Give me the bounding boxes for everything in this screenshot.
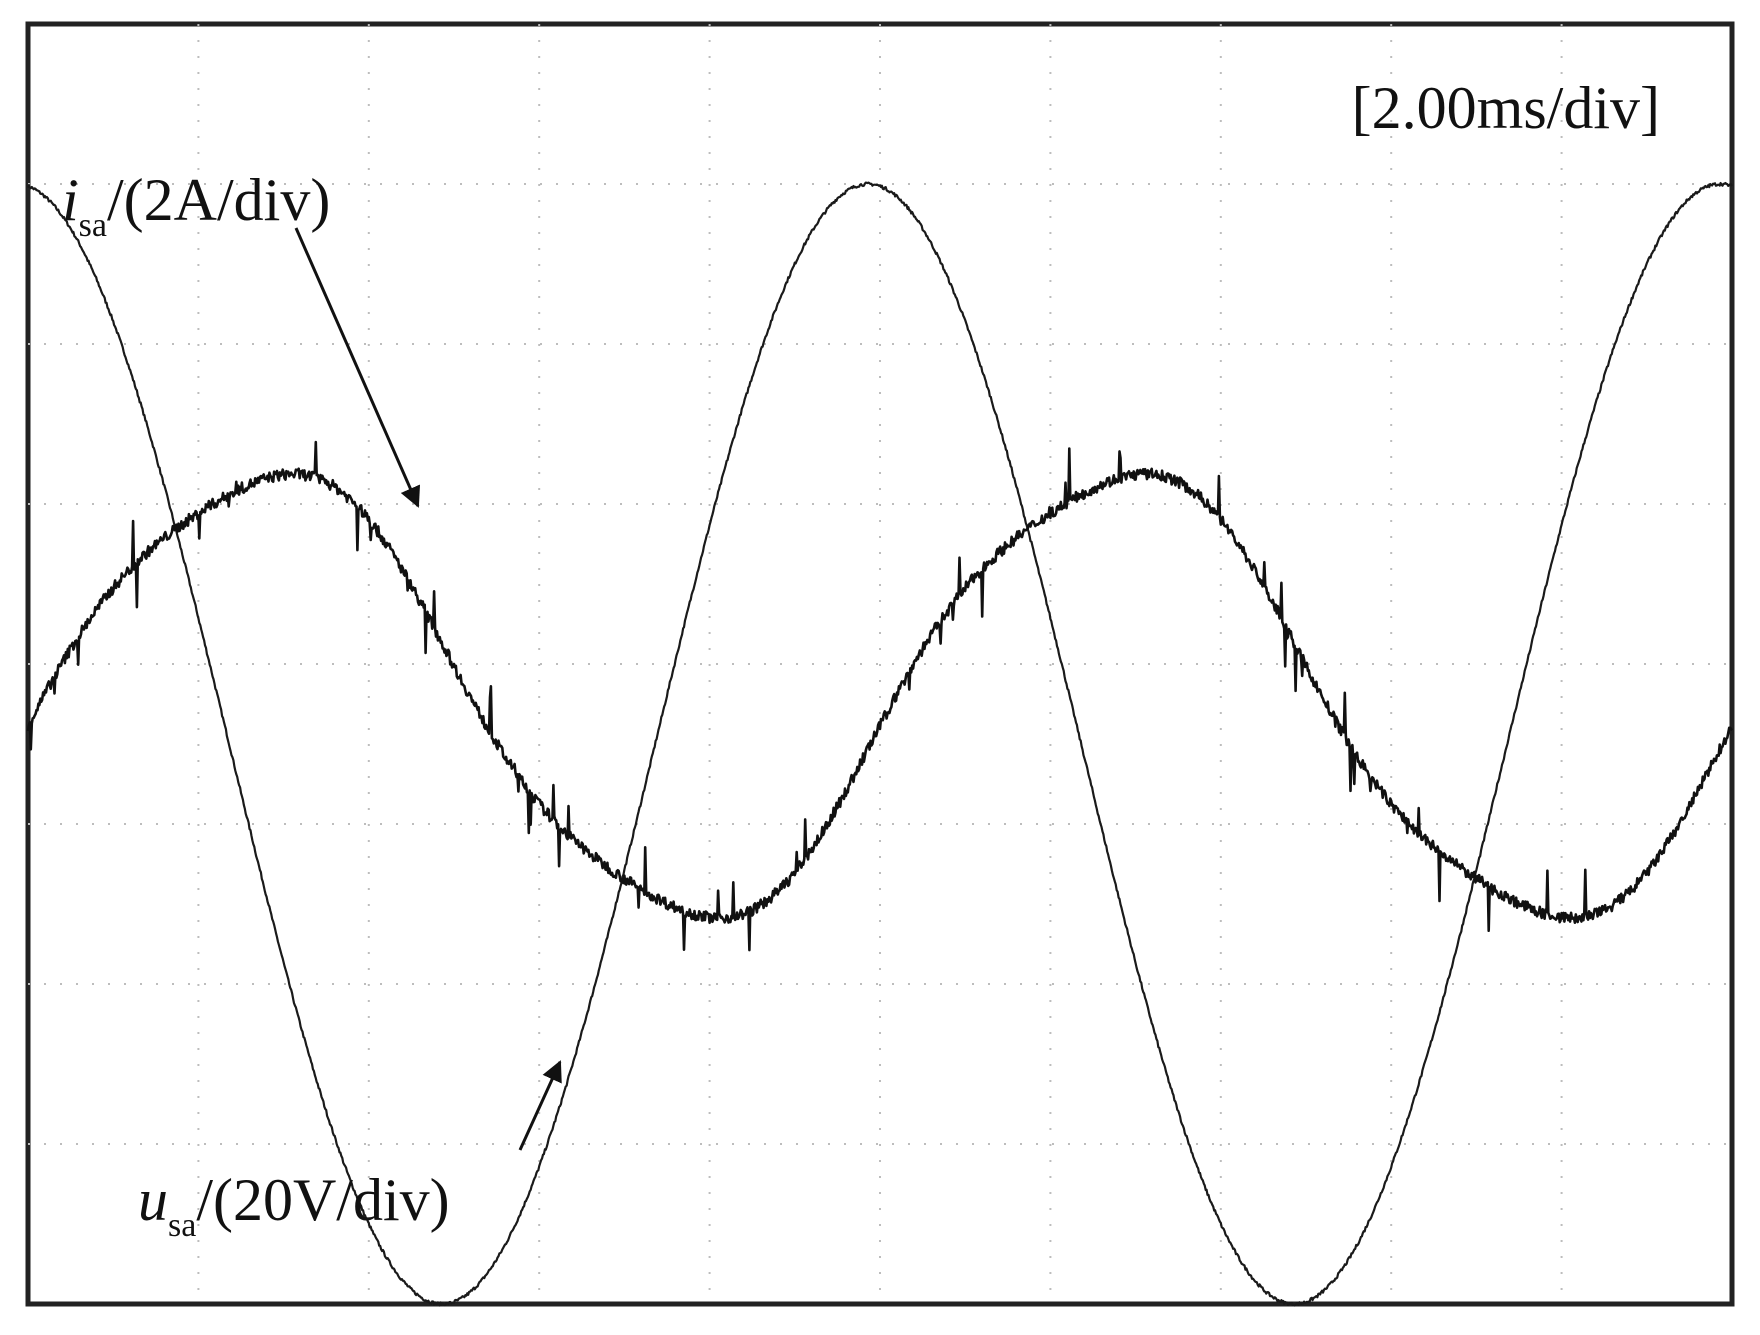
traces xyxy=(26,181,1734,1307)
voltage-subscript: sa xyxy=(168,1207,196,1244)
current-subscript: sa xyxy=(79,207,107,244)
current-trace xyxy=(26,440,1734,952)
voltage-scale: /(20V/div) xyxy=(196,1167,449,1233)
voltage-label-arrow xyxy=(518,1060,562,1151)
svg-text:isa/(2A/div): isa/(2A/div) xyxy=(62,167,330,244)
current-symbol: i xyxy=(62,167,79,233)
svg-text:usa/(20V/div): usa/(20V/div) xyxy=(138,1167,450,1244)
voltage-label: usa/(20V/div) xyxy=(138,1167,450,1244)
voltage-trace xyxy=(26,181,1733,1307)
current-label-arrow xyxy=(294,227,421,508)
current-label: isa/(2A/div) xyxy=(62,167,330,244)
grid xyxy=(28,24,1732,1304)
timebase-label: [2.00ms/div] xyxy=(1352,75,1660,141)
current-scale: /(2A/div) xyxy=(107,167,330,233)
voltage-symbol: u xyxy=(138,1167,168,1233)
